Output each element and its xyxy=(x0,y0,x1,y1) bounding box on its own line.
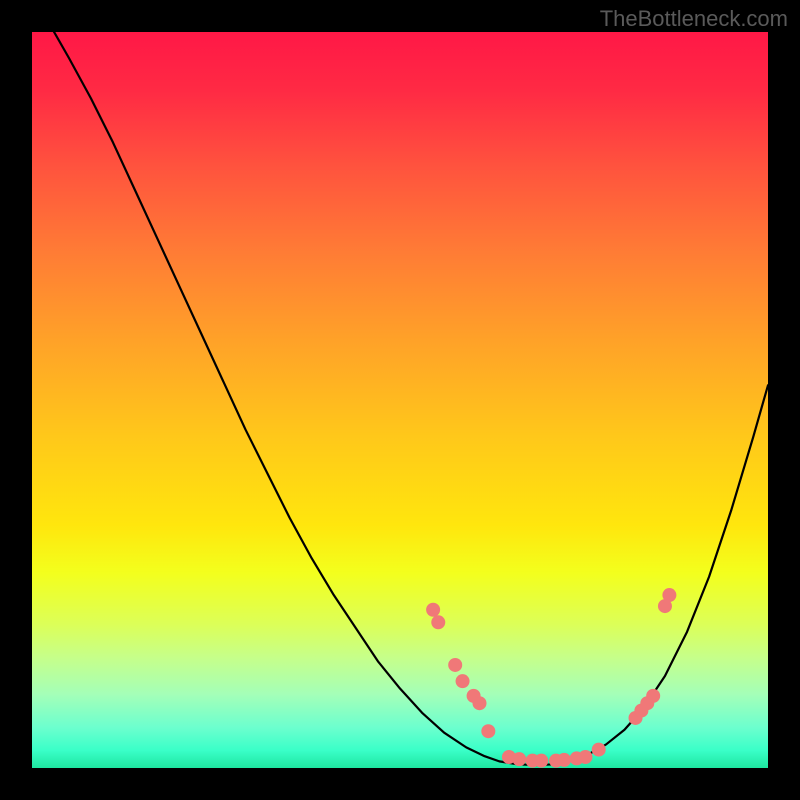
curve-marker xyxy=(534,754,548,768)
curve-marker xyxy=(456,674,470,688)
curve-marker xyxy=(472,696,486,710)
curve-marker xyxy=(557,753,571,767)
curve-marker xyxy=(662,588,676,602)
curve-marker xyxy=(578,750,592,764)
watermark-label: TheBottleneck.com xyxy=(600,6,788,32)
curve-marker xyxy=(426,603,440,617)
plot-area xyxy=(32,32,768,768)
curve-marker xyxy=(431,615,445,629)
curve-marker xyxy=(448,658,462,672)
chart-frame: TheBottleneck.com xyxy=(0,0,800,800)
gradient-background xyxy=(32,32,768,768)
curve-marker xyxy=(512,752,526,766)
curve-marker xyxy=(646,689,660,703)
curve-marker xyxy=(592,743,606,757)
curve-marker xyxy=(481,724,495,738)
plot-svg xyxy=(32,32,768,768)
